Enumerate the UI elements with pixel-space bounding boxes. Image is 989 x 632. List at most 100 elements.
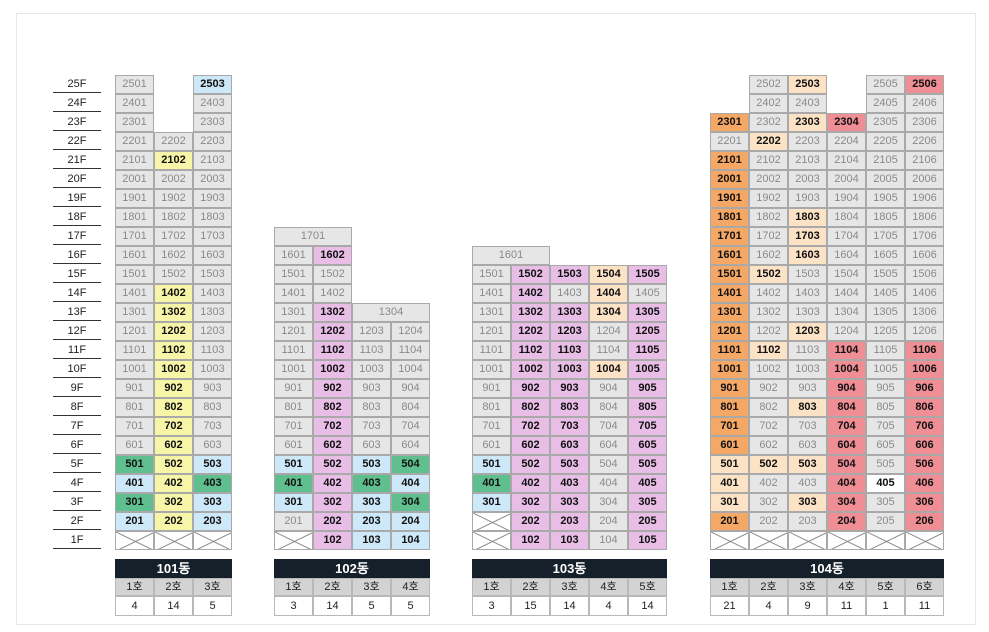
unit-cell[interactable]: 1306 (905, 303, 944, 322)
unit-cell[interactable]: 1805 (866, 208, 905, 227)
unit-cell[interactable]: 703 (550, 417, 589, 436)
unit-cell[interactable]: 1601 (274, 246, 313, 265)
unit-cell[interactable]: 1001 (710, 360, 749, 379)
unit-cell[interactable]: 502 (749, 455, 788, 474)
unit-cell[interactable]: 1104 (391, 341, 430, 360)
unit-cell[interactable]: 202 (313, 512, 352, 531)
unit-cell[interactable]: 2104 (827, 151, 866, 170)
unit-cell[interactable]: 102 (313, 531, 352, 550)
unit-cell[interactable]: 2203 (788, 132, 827, 151)
unit-cell[interactable]: 2105 (866, 151, 905, 170)
unit-cell[interactable]: 503 (352, 455, 391, 474)
unit-cell[interactable]: 1004 (827, 360, 866, 379)
unit-cell[interactable]: 1606 (905, 246, 944, 265)
unit-cell[interactable]: 301 (115, 493, 154, 512)
unit-cell[interactable]: 1901 (710, 189, 749, 208)
unit-cell[interactable]: 704 (589, 417, 628, 436)
unit-cell[interactable]: 1206 (905, 322, 944, 341)
unit-cell[interactable]: 601 (472, 436, 511, 455)
unit-cell[interactable]: 2002 (749, 170, 788, 189)
unit-cell[interactable]: 1204 (391, 322, 430, 341)
unit-cell[interactable]: 202 (154, 512, 193, 531)
unit-cell[interactable]: 1802 (154, 208, 193, 227)
unit-cell[interactable]: 1101 (472, 341, 511, 360)
unit-cell[interactable]: 1903 (788, 189, 827, 208)
unit-cell[interactable]: 2106 (905, 151, 944, 170)
unit-cell[interactable]: 602 (313, 436, 352, 455)
unit-cell[interactable]: 1302 (511, 303, 550, 322)
unit-cell[interactable]: 1102 (313, 341, 352, 360)
unit-cell[interactable]: 201 (274, 512, 313, 531)
unit-cell[interactable]: 206 (905, 512, 944, 531)
unit-cell[interactable]: 1301 (710, 303, 749, 322)
unit-cell[interactable]: 104 (391, 531, 430, 550)
unit-cell[interactable]: 204 (827, 512, 866, 531)
unit-cell[interactable]: 203 (550, 512, 589, 531)
unit-cell[interactable]: 2101 (115, 151, 154, 170)
unit-cell[interactable]: 1504 (827, 265, 866, 284)
unit-cell[interactable]: 1701 (710, 227, 749, 246)
unit-cell[interactable]: 2203 (193, 132, 232, 151)
unit-cell[interactable]: 1002 (749, 360, 788, 379)
unit-cell[interactable]: 904 (589, 379, 628, 398)
unit-cell[interactable]: 1601 (710, 246, 749, 265)
unit-cell[interactable]: 1302 (749, 303, 788, 322)
unit-cell[interactable]: 801 (274, 398, 313, 417)
unit-cell[interactable]: 2503 (193, 75, 232, 94)
unit-cell[interactable]: 2302 (749, 113, 788, 132)
unit-cell[interactable]: 1103 (193, 341, 232, 360)
unit-cell[interactable]: 1902 (749, 189, 788, 208)
unit-cell[interactable]: 2306 (905, 113, 944, 132)
unit-cell[interactable]: 2301 (710, 113, 749, 132)
unit-cell[interactable]: 1301 (472, 303, 511, 322)
unit-cell[interactable]: 1701 (115, 227, 154, 246)
unit-cell[interactable]: 1401 (115, 284, 154, 303)
unit-cell[interactable]: 1201 (115, 322, 154, 341)
unit-cell[interactable]: 1602 (749, 246, 788, 265)
unit-cell[interactable]: 602 (749, 436, 788, 455)
unit-cell[interactable]: 804 (589, 398, 628, 417)
unit-cell[interactable]: 1504 (589, 265, 628, 284)
unit-cell[interactable]: 1501 (274, 265, 313, 284)
unit-cell[interactable]: 401 (472, 474, 511, 493)
unit-cell[interactable]: 602 (511, 436, 550, 455)
unit-cell[interactable]: 504 (589, 455, 628, 474)
unit-cell[interactable]: 306 (905, 493, 944, 512)
unit-cell[interactable]: 1506 (905, 265, 944, 284)
unit-cell[interactable]: 1205 (866, 322, 905, 341)
unit-cell[interactable]: 403 (550, 474, 589, 493)
unit-cell[interactable]: 201 (710, 512, 749, 531)
unit-cell[interactable]: 1202 (154, 322, 193, 341)
unit-cell[interactable]: 406 (905, 474, 944, 493)
unit-cell[interactable]: 1205 (628, 322, 667, 341)
unit-cell[interactable]: 1403 (193, 284, 232, 303)
unit-cell[interactable]: 504 (391, 455, 430, 474)
unit-cell[interactable]: 403 (193, 474, 232, 493)
unit-cell[interactable]: 802 (154, 398, 193, 417)
unit-cell[interactable]: 2201 (115, 132, 154, 151)
unit-cell[interactable]: 303 (352, 493, 391, 512)
unit-cell[interactable]: 701 (115, 417, 154, 436)
unit-cell[interactable]: 103 (550, 531, 589, 550)
unit-cell[interactable]: 404 (391, 474, 430, 493)
unit-cell[interactable]: 204 (589, 512, 628, 531)
unit-cell[interactable]: 1104 (589, 341, 628, 360)
unit-cell[interactable]: 902 (154, 379, 193, 398)
unit-cell[interactable]: 1806 (905, 208, 944, 227)
unit-cell[interactable]: 702 (313, 417, 352, 436)
unit-cell[interactable]: 1302 (154, 303, 193, 322)
unit-cell[interactable]: 1602 (313, 246, 352, 265)
unit-cell[interactable]: 1801 (115, 208, 154, 227)
unit-cell[interactable]: 905 (628, 379, 667, 398)
unit-cell[interactable]: 103 (352, 531, 391, 550)
unit-cell[interactable]: 1401 (274, 284, 313, 303)
unit-cell[interactable]: 1203 (193, 322, 232, 341)
unit-cell[interactable]: 1405 (866, 284, 905, 303)
unit-cell[interactable]: 1702 (749, 227, 788, 246)
unit-cell[interactable]: 2003 (193, 170, 232, 189)
unit-cell[interactable]: 2001 (710, 170, 749, 189)
unit-cell[interactable]: 1705 (866, 227, 905, 246)
unit-cell[interactable]: 703 (193, 417, 232, 436)
unit-cell[interactable]: 1501 (472, 265, 511, 284)
unit-cell[interactable]: 802 (511, 398, 550, 417)
